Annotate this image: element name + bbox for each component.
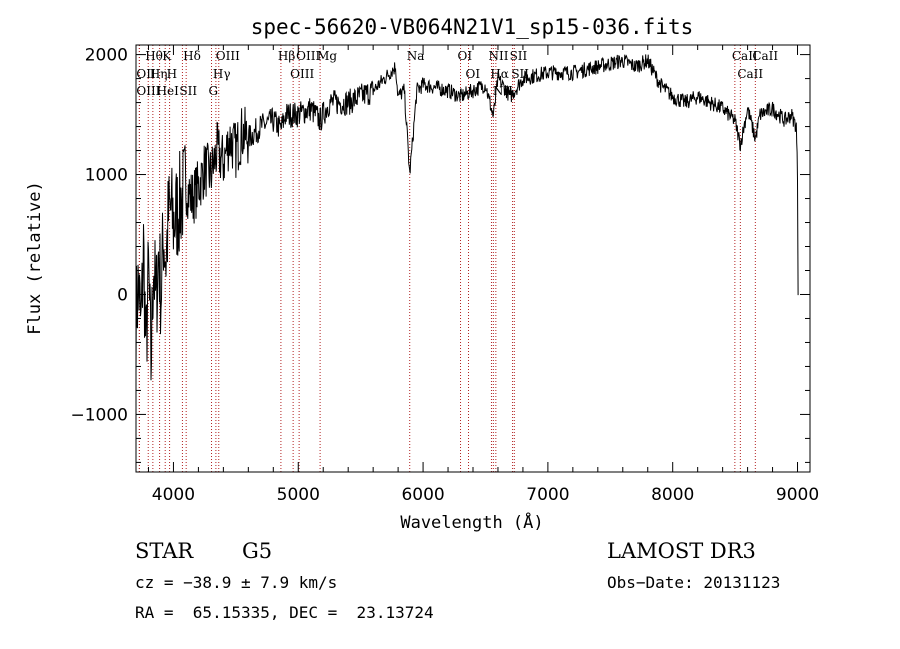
line-label-2: OIII — [136, 84, 160, 98]
line-label-26: CaII — [752, 49, 778, 63]
x-tick-label-5: 9000 — [776, 485, 819, 505]
x-tick-label-3: 7000 — [526, 485, 569, 505]
observation-date: Obs−Date: 20131123 — [607, 573, 781, 592]
line-label-1: OII — [136, 67, 156, 81]
chart-title: spec-56620-VB064N21V1_sp15-036.fits — [251, 15, 694, 39]
line-label-8: SII — [179, 84, 197, 98]
x-axis-ticks: 4000 5000 6000 7000 8000 9000 — [147, 45, 819, 505]
survey-name: LAMOST DR3 — [607, 539, 756, 563]
y-axis-ticks: −1000 0 1000 2000 — [70, 46, 810, 463]
line-label-17: OI — [458, 49, 473, 63]
line-label-20: Hα — [490, 67, 509, 81]
redshift-velocity: cz = −38.9 ± 7.9 km/s — [135, 573, 338, 592]
x-tick-label-1: 5000 — [277, 485, 320, 505]
coordinates: RA = 65.15335, DEC = 23.13724 — [135, 603, 434, 622]
line-label-13: OIII — [290, 67, 314, 81]
line-label-9: OIII — [216, 49, 240, 63]
line-label-7: Hδ — [183, 49, 201, 63]
line-label-12: Hβ — [278, 49, 295, 63]
line-label-10: Hγ — [213, 67, 231, 81]
line-label-6: H — [167, 67, 177, 81]
line-label-25: CaII — [737, 67, 763, 81]
y-tick-label-0: −1000 — [70, 405, 128, 425]
x-tick-label-4: 8000 — [651, 485, 694, 505]
line-label-16: Na — [407, 49, 425, 63]
object-class: STAR — [135, 539, 194, 563]
line-label-19: NII — [488, 49, 508, 63]
line-label-5: HeI — [157, 84, 180, 98]
y-tick-label-2: 1000 — [85, 166, 128, 186]
spectral-line-markers — [138, 45, 756, 472]
line-label-18: OI — [466, 67, 481, 81]
spectral-line-labels: HθOIIOIIIKHηHeIHHδSIIOIIIHγGHβOIIIOIIIMg… — [136, 49, 778, 98]
line-label-15: Mg — [317, 49, 337, 63]
line-label-22: SII — [510, 49, 528, 63]
y-tick-label-1: 0 — [117, 285, 128, 305]
y-tick-label-3: 2000 — [85, 46, 128, 66]
x-tick-label-2: 6000 — [401, 485, 444, 505]
spectrum-line — [135, 54, 799, 381]
y-axis-label: Flux (relative) — [25, 181, 45, 335]
plot-frame — [135, 44, 811, 473]
line-label-0: Hθ — [145, 49, 163, 63]
x-axis-label: Wavelength (Å) — [400, 511, 543, 533]
line-label-3: K — [162, 49, 172, 63]
line-label-11: G — [209, 84, 219, 98]
line-label-24: CaII — [732, 49, 758, 63]
object-subclass: G5 — [242, 539, 273, 563]
line-label-14: OIII — [296, 49, 320, 63]
x-tick-label-0: 4000 — [152, 485, 195, 505]
line-label-4: Hη — [150, 67, 168, 81]
